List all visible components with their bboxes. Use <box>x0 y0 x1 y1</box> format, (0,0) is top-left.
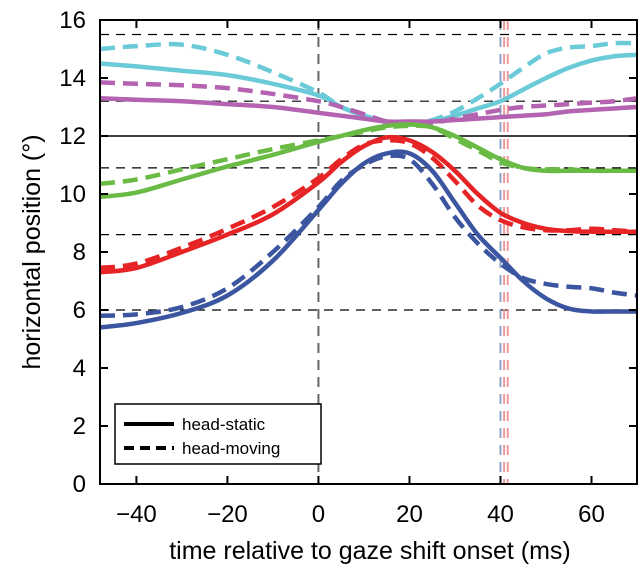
series-line-8-solid <box>100 149 637 330</box>
y-tick-label: 10 <box>59 181 86 208</box>
series-line-9-dashed <box>100 153 637 319</box>
legend-label-head-moving: head-moving <box>182 439 280 458</box>
y-tick-label: 8 <box>73 239 86 266</box>
tick-marks <box>100 19 637 485</box>
x-tick-label: 60 <box>578 501 605 528</box>
y-axis-label: horizontal position (°) <box>18 134 46 369</box>
y-tick-label: 14 <box>59 65 86 92</box>
y-tick-label: 4 <box>73 355 86 382</box>
x-axis-label: time relative to gaze shift onset (ms) <box>169 537 571 565</box>
series-layer <box>100 40 637 330</box>
y-tick-label: 0 <box>73 471 86 498</box>
x-tick-label: −40 <box>116 501 157 528</box>
x-tick-label: −20 <box>207 501 248 528</box>
legend: head-static head-moving <box>114 403 322 465</box>
series-line-7-dashed <box>100 138 637 271</box>
x-tick-label: 20 <box>396 501 423 528</box>
x-tick-label: 0 <box>312 501 325 528</box>
y-tick-label: 6 <box>73 297 86 324</box>
series-line-2-solid <box>100 96 637 124</box>
y-tick-labels: 0 2 4 6 8 10 12 14 16 <box>59 7 86 498</box>
y-tick-label: 16 <box>59 7 86 34</box>
legend-label-head-static: head-static <box>182 415 266 434</box>
y-tick-label: 12 <box>59 123 86 150</box>
series-line-5-dashed <box>100 123 637 187</box>
x-tick-labels: −40 −20 0 20 40 60 <box>116 501 605 528</box>
legend-box <box>114 403 322 465</box>
x-tick-label: 40 <box>487 501 514 528</box>
y-tick-label: 2 <box>73 413 86 440</box>
